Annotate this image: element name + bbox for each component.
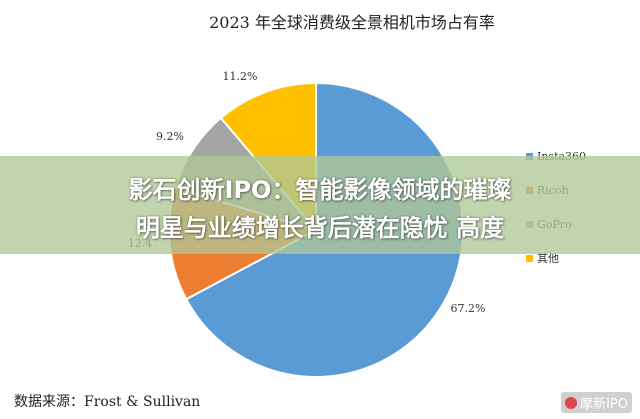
headline-line-1: 影石创新IPO：智能影像领域的璀璨 (128, 176, 512, 204)
legend-swatch-其他 (526, 255, 533, 262)
headline-line-2: 明星与业绩增长背后潜在隐忧 高度 (135, 214, 505, 242)
chart-title: 2023 年全球消费级全景相机市场占有率 (209, 13, 495, 32)
headline-banner (0, 156, 640, 254)
data-label-insta360: 67.2% (451, 302, 486, 315)
source-note: 数据来源：Frost & Sullivan (14, 394, 200, 410)
legend-label-其他: 其他 (537, 252, 559, 265)
logo-icon (565, 397, 578, 409)
data-label-其他: 11.2% (223, 70, 258, 83)
data-label-gopro: 9.2% (156, 130, 184, 143)
watermark-text: 摩新IPO (580, 397, 628, 412)
watermark: 摩新IPO (561, 392, 632, 413)
